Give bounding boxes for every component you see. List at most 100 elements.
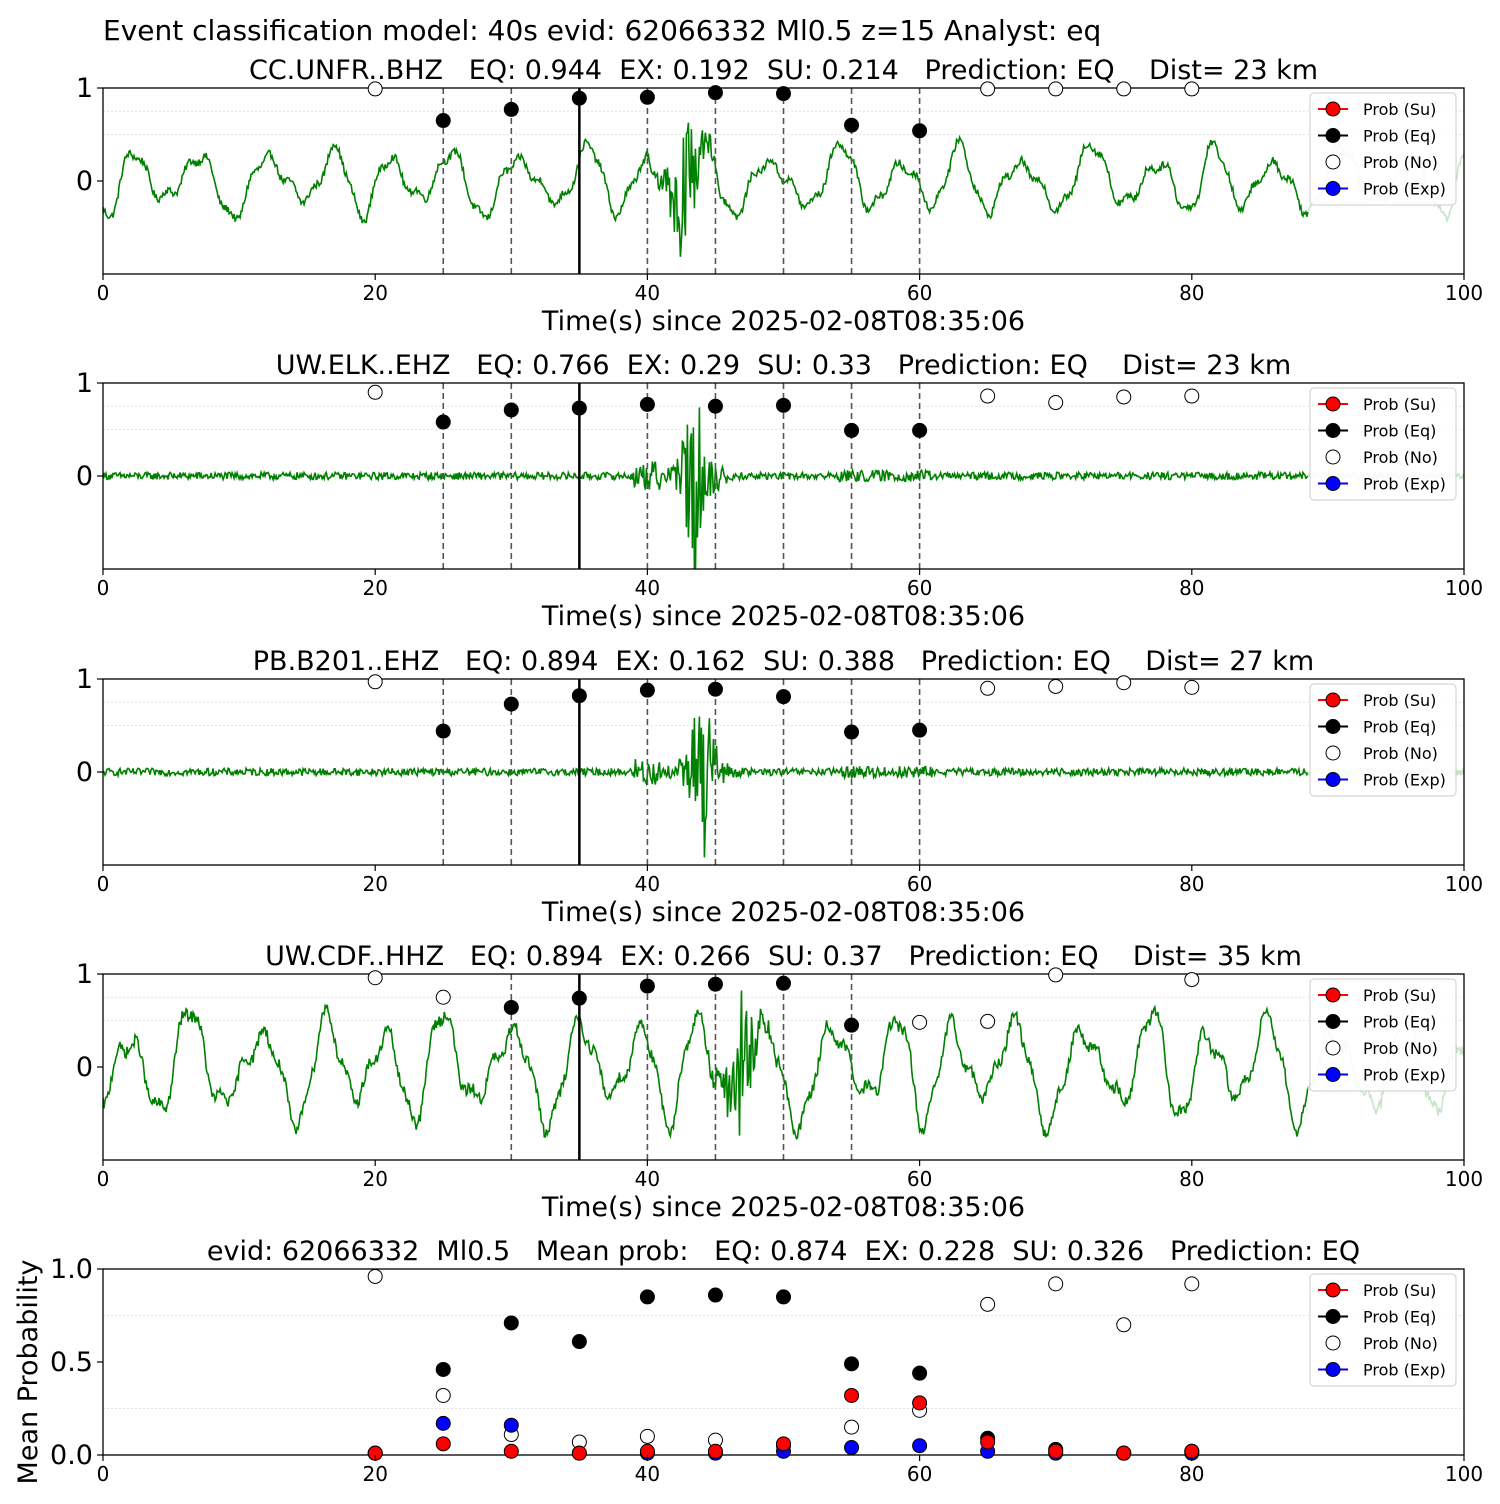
prob-point (776, 975, 791, 991)
prob-point (1184, 388, 1200, 404)
plot-area (103, 974, 1464, 1160)
x-axis-label: Time(s) since 2025-02-08T08:35:06 (541, 897, 1025, 928)
prob-point (1116, 1445, 1132, 1461)
panel-3: 0 20 40 60 80 100 0 1 PB.B201..EHZ EQ: 0.894 EX:… (76, 646, 1483, 928)
prob-point (1048, 967, 1064, 983)
prob-point (571, 1334, 587, 1350)
x-tick-label: 40 (635, 1462, 660, 1486)
legend-marker-su (1325, 396, 1341, 412)
prob-point (912, 1438, 928, 1454)
panel-1: 0 20 40 60 80 100 0 1 CC.UNFR..BHZ EQ: 0.944 EX:… (76, 55, 1483, 337)
prob-point (435, 113, 451, 129)
x-tick-label: 0 (97, 1167, 110, 1191)
legend-marker-no (1325, 449, 1341, 465)
prob-point (776, 86, 791, 102)
legend-label-no: Prob (No) (1363, 1334, 1438, 1353)
panel-2: 0 20 40 60 80 100 0 1 UW.ELK..EHZ EQ: 0.766 EX: … (76, 350, 1483, 632)
legend: Prob (Su) Prob (Eq) Prob (No) Prob (Exp) (1309, 387, 1457, 501)
x-tick-label: 60 (907, 576, 932, 600)
legend-marker-exp (1325, 772, 1341, 787)
prob-point (367, 970, 383, 986)
figure-suptitle: Event classification model: 40s evid: 62… (103, 14, 1101, 47)
prob-point (912, 1395, 928, 1411)
waveform-trace (103, 990, 1309, 1140)
prob-point (639, 1289, 655, 1305)
prob-point (503, 999, 519, 1015)
y-tick-label: 1.0 (50, 1254, 93, 1285)
prob-point (571, 90, 587, 106)
prob-point (707, 1443, 723, 1459)
prob-point (707, 681, 723, 697)
prob-point (980, 680, 996, 696)
x-tick-label: 100 (1445, 872, 1483, 896)
legend-label-exp: Prob (Exp) (1363, 1361, 1446, 1380)
prob-point (1048, 81, 1064, 97)
plot-area (103, 1315, 1464, 1409)
x-tick-label: 60 (907, 1462, 932, 1486)
prob-point (367, 1268, 383, 1284)
legend-marker-su (1325, 692, 1341, 708)
legend-label-su: Prob (Su) (1363, 1281, 1436, 1300)
prob-point (1048, 1276, 1064, 1292)
prob-point (435, 989, 451, 1005)
y-tick-label: 1 (76, 664, 93, 695)
x-tick-label: 40 (635, 872, 660, 896)
legend-label-eq: Prob (Eq) (1363, 127, 1436, 146)
x-tick-label: 80 (1179, 576, 1204, 600)
x-tick-label: 80 (1179, 281, 1204, 305)
legend-label-su: Prob (Su) (1363, 100, 1436, 119)
legend-marker-su (1325, 1282, 1341, 1298)
legend-marker-no (1325, 154, 1341, 170)
legend-label-exp: Prob (Exp) (1363, 1066, 1446, 1085)
panel-title: PB.B201..EHZ EQ: 0.894 EX: 0.162 SU: 0.3… (253, 646, 1314, 677)
legend-label-no: Prob (No) (1363, 448, 1438, 467)
x-tick-label: 80 (1179, 1167, 1204, 1191)
panel-4: 0 20 40 60 80 100 0 1 UW.CDF..HHZ EQ: 0.894 EX: … (76, 941, 1483, 1223)
legend-marker-su (1325, 987, 1341, 1003)
legend-label-eq: Prob (Eq) (1363, 1308, 1436, 1327)
panel-5: 0 20 40 60 80 100 0.0 0.5 1.0 evid: 62066332 Ml0.… (13, 1236, 1483, 1486)
prob-point (844, 724, 860, 740)
prob-point (367, 674, 383, 690)
legend-label-eq: Prob (Eq) (1363, 1013, 1436, 1032)
legend-marker-exp (1325, 476, 1341, 491)
legend-label-exp: Prob (Exp) (1363, 475, 1446, 494)
prob-point (980, 1296, 996, 1312)
x-tick-label: 80 (1179, 1462, 1204, 1486)
prob-point (776, 689, 791, 705)
prob-point (1048, 395, 1064, 411)
legend-label-no: Prob (No) (1363, 1039, 1438, 1058)
prob-point (435, 1387, 451, 1403)
legend: Prob (Su) Prob (Eq) Prob (No) Prob (Exp) (1309, 978, 1457, 1092)
y-tick-label: 1 (76, 73, 93, 104)
prob-point (367, 384, 383, 400)
legend-marker-eq (1325, 128, 1341, 143)
legend-label-no: Prob (No) (1363, 153, 1438, 172)
prob-point (639, 396, 655, 412)
prob-point (776, 1289, 791, 1305)
waveform-trace (103, 716, 1309, 858)
x-tick-label: 60 (907, 1167, 932, 1191)
legend-marker-eq (1325, 719, 1341, 734)
prob-point (1184, 81, 1200, 97)
prob-point (435, 1361, 451, 1377)
legend-marker-exp (1325, 181, 1341, 196)
legend-marker-no (1325, 1040, 1341, 1056)
legend-frame (1309, 387, 1457, 501)
legend-marker-eq (1325, 1309, 1341, 1324)
x-tick-label: 0 (97, 872, 110, 896)
x-tick-label: 100 (1445, 281, 1483, 305)
prob-point (503, 696, 519, 712)
prob-point (639, 1428, 655, 1444)
plot-area (103, 679, 1464, 865)
x-tick-label: 80 (1179, 872, 1204, 896)
prob-point (367, 81, 383, 97)
x-axis-label: Time(s) since 2025-02-08T08:35:06 (541, 306, 1025, 337)
prob-point (1048, 1443, 1064, 1459)
x-tick-label: 20 (362, 281, 387, 305)
x-tick-label: 40 (635, 576, 660, 600)
prob-point (912, 422, 928, 438)
prob-point (912, 1014, 928, 1030)
legend-marker-su (1325, 101, 1341, 117)
